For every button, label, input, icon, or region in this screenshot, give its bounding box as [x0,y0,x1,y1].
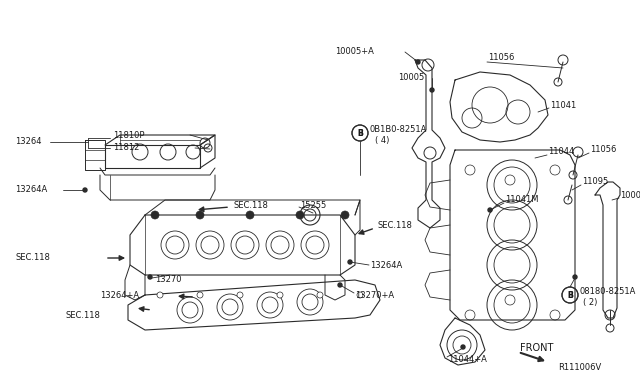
Text: 13264: 13264 [15,138,42,147]
Circle shape [338,283,342,287]
Text: SEC.118: SEC.118 [15,253,50,263]
Circle shape [573,275,577,279]
Circle shape [148,275,152,279]
Text: 11056: 11056 [590,145,616,154]
Text: ( 4): ( 4) [375,135,389,144]
Text: 11044+A: 11044+A [448,356,487,365]
Text: 11095: 11095 [582,177,608,186]
Text: SEC.118: SEC.118 [377,221,412,231]
Text: 11812: 11812 [113,144,140,153]
Text: 0B1B0-8251A: 0B1B0-8251A [370,125,428,135]
Text: 11044: 11044 [548,148,574,157]
Text: B: B [567,291,573,299]
Text: 11041M: 11041M [505,196,538,205]
Text: FRONT: FRONT [520,343,554,353]
Circle shape [197,292,203,298]
Circle shape [461,345,465,349]
Text: 13264+A: 13264+A [100,291,139,299]
Circle shape [277,292,283,298]
Text: SEC.118: SEC.118 [233,202,268,211]
Text: R111006V: R111006V [558,363,601,372]
Text: 10006: 10006 [620,190,640,199]
Text: B: B [567,291,573,299]
Circle shape [196,211,204,219]
Circle shape [416,60,420,64]
Circle shape [357,292,363,298]
Text: B: B [357,128,363,138]
Text: 08180-8251A: 08180-8251A [580,288,636,296]
Text: ( 2): ( 2) [583,298,597,308]
Text: 13264A: 13264A [15,186,47,195]
Text: 11810P: 11810P [113,131,145,140]
Circle shape [296,211,304,219]
Circle shape [430,88,434,92]
Circle shape [488,208,492,212]
Text: 11041: 11041 [550,100,576,109]
Circle shape [157,292,163,298]
Text: 13270: 13270 [155,276,182,285]
Text: 15255: 15255 [300,201,326,209]
Text: 13264A: 13264A [370,260,403,269]
Circle shape [341,211,349,219]
Circle shape [348,260,352,264]
Circle shape [151,211,159,219]
Text: 10005+A: 10005+A [335,48,374,57]
Text: SEC.118: SEC.118 [65,311,100,320]
Text: 11056: 11056 [488,54,515,62]
Circle shape [237,292,243,298]
Circle shape [83,188,87,192]
Circle shape [246,211,254,219]
Circle shape [317,292,323,298]
Text: 10005: 10005 [398,74,424,83]
Text: 13270+A: 13270+A [355,291,394,299]
Text: B: B [357,128,363,138]
